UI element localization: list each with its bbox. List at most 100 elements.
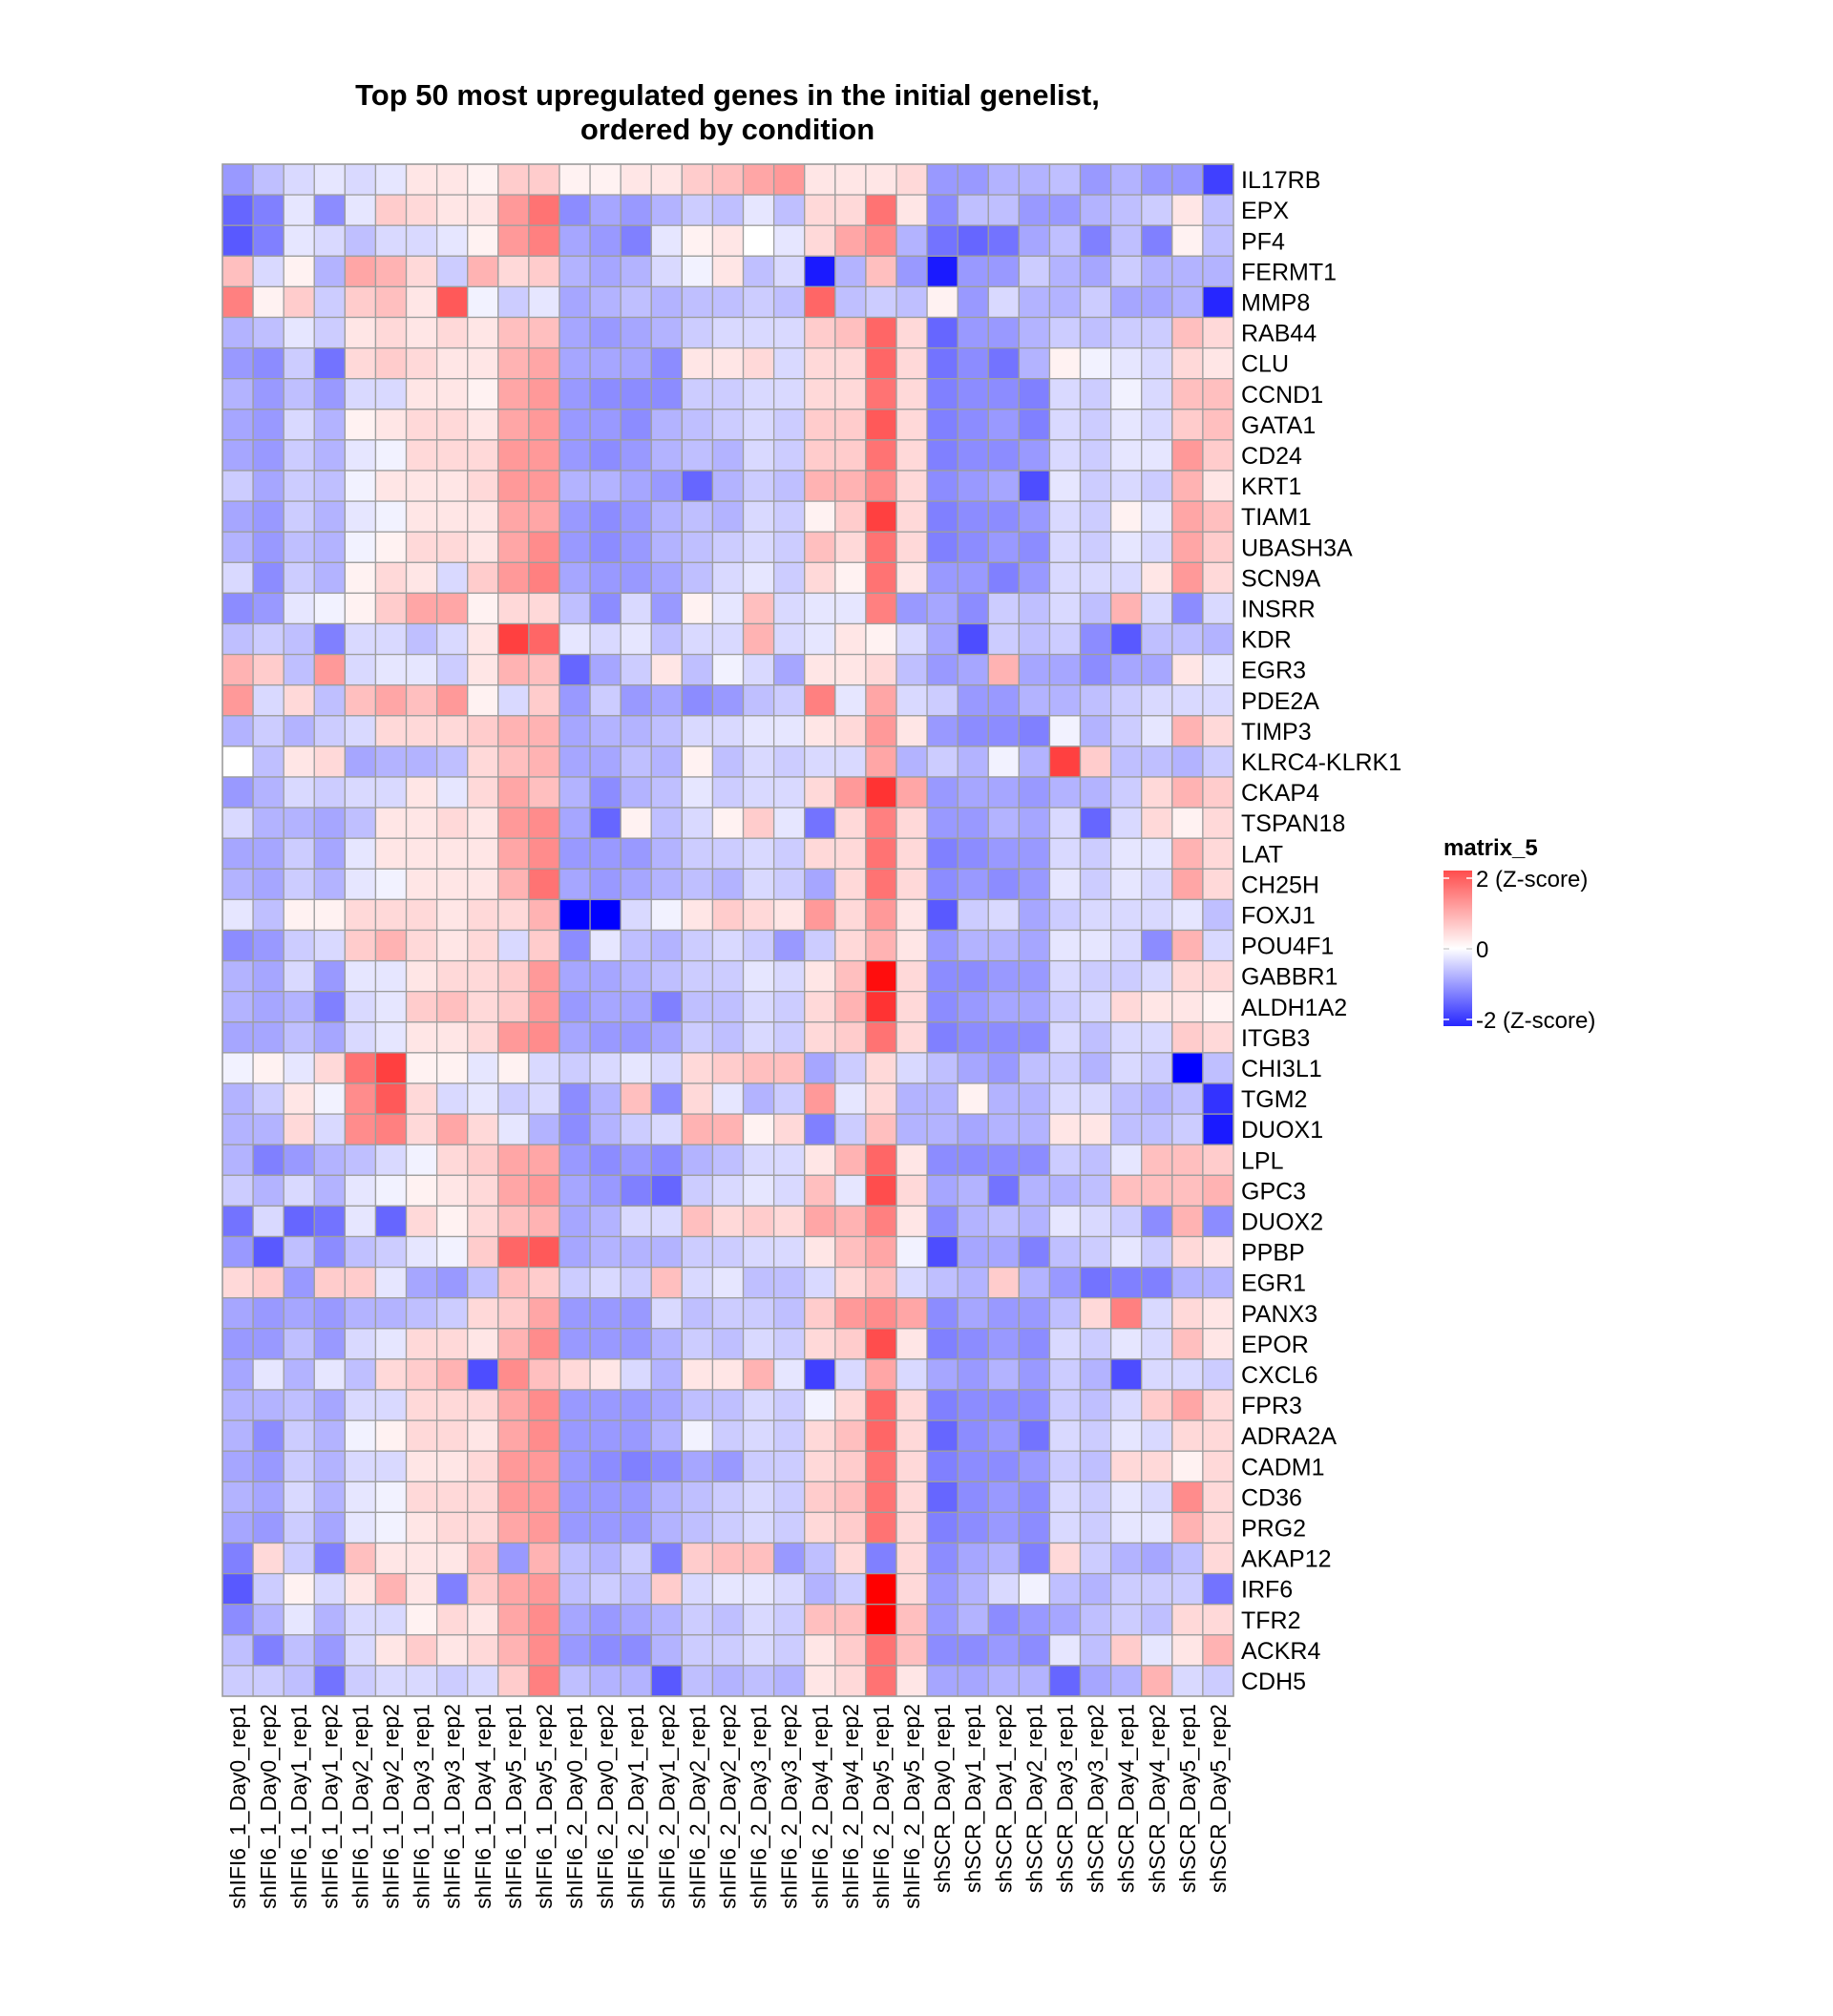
column-label: shSCR_Day3_rep1	[1053, 1704, 1078, 1893]
heatmap-cell	[283, 561, 315, 595]
heatmap-cell	[283, 1389, 315, 1421]
heatmap-cell	[1202, 991, 1234, 1023]
heatmap-cell	[957, 1358, 989, 1391]
heatmap-cell	[772, 1235, 806, 1269]
heatmap-cell	[497, 439, 530, 472]
heatmap-cell	[1018, 531, 1051, 563]
heatmap-cell	[620, 378, 652, 410]
heatmap-cell	[681, 285, 714, 319]
heatmap-cell	[711, 1174, 745, 1208]
heatmap-cell	[681, 1634, 714, 1667]
heatmap-cell	[681, 684, 714, 717]
heatmap-cell	[895, 929, 928, 962]
heatmap-cell	[711, 409, 745, 441]
heatmap-cell	[926, 1052, 959, 1084]
heatmap-cell	[313, 959, 347, 993]
heatmap-cell	[283, 1511, 315, 1544]
heatmap-cell	[1171, 776, 1204, 808]
heatmap-cell	[558, 1572, 591, 1606]
heatmap-cell	[528, 378, 560, 410]
heatmap-cell	[1202, 898, 1234, 932]
heatmap-cell	[1202, 346, 1234, 380]
heatmap-cell	[221, 1266, 254, 1299]
heatmap-cell	[957, 1144, 989, 1176]
heatmap-cell	[283, 959, 315, 993]
heatmap-cell	[865, 1604, 897, 1636]
heatmap-cell	[681, 592, 714, 625]
heatmap-cell	[1202, 715, 1234, 747]
heatmap-cell	[772, 1052, 806, 1084]
color-legend: matrix_5 2 (Z-score) 0 -2 (Z-score)	[1443, 835, 1595, 1034]
heatmap-cell	[772, 531, 806, 563]
heatmap-cell	[1141, 991, 1173, 1023]
heatmap-cell	[1048, 898, 1082, 932]
heatmap-cell	[620, 1205, 652, 1238]
heatmap-cell	[772, 898, 806, 932]
heatmap-cell	[957, 378, 989, 410]
heatmap-cell	[497, 592, 530, 625]
heatmap-cell	[834, 1328, 867, 1360]
heatmap-cell	[620, 776, 652, 808]
heatmap-cell	[313, 163, 347, 196]
heatmap-cell	[283, 285, 315, 319]
heatmap-cell	[344, 776, 377, 808]
row-label: TSPAN18	[1241, 810, 1345, 837]
heatmap-cell	[405, 409, 438, 441]
heatmap-cell	[895, 1358, 928, 1391]
heatmap-cell	[1109, 1205, 1143, 1238]
heatmap-cell	[650, 746, 684, 778]
heatmap-cell	[834, 409, 867, 441]
heatmap-cell	[895, 715, 928, 747]
heatmap-cell	[252, 1665, 284, 1697]
heatmap-cell	[1109, 1634, 1143, 1667]
heatmap-cell	[344, 868, 377, 901]
heatmap-cell	[711, 1328, 745, 1360]
heatmap-cell	[528, 1665, 560, 1697]
column-label: shIFI6_1_Day2_rep2	[379, 1704, 404, 1909]
heatmap-cell	[467, 1389, 499, 1421]
heatmap-cell	[681, 622, 714, 656]
heatmap-cell	[313, 592, 347, 625]
heatmap-cell	[895, 684, 928, 717]
row-label: CKAP4	[1241, 780, 1319, 807]
heatmap-cell	[558, 1174, 591, 1208]
column-label: shSCR_Day4_rep2	[1145, 1704, 1169, 1893]
heatmap-cell	[1109, 898, 1143, 932]
column-label: shIFI6_2_Day4_rep1	[808, 1704, 832, 1909]
heatmap-cell	[344, 684, 377, 717]
heatmap-cell	[895, 1572, 928, 1606]
heatmap-cell	[1048, 1021, 1082, 1054]
heatmap-cell	[711, 1572, 745, 1606]
heatmap-cell	[497, 470, 530, 502]
heatmap-cell	[528, 837, 560, 870]
heatmap-cell	[405, 1542, 438, 1575]
heatmap-cell	[987, 1297, 1021, 1330]
heatmap-cell	[681, 1082, 714, 1115]
heatmap-cell	[1171, 959, 1204, 993]
heatmap-cell	[804, 255, 836, 288]
heatmap-cell	[681, 959, 714, 993]
heatmap-cell	[1048, 715, 1082, 747]
heatmap-cell	[1079, 1052, 1112, 1084]
heatmap-cell	[252, 1144, 284, 1176]
column-label: shIFI6_2_Day1_rep2	[654, 1704, 679, 1909]
heatmap-cell	[1109, 1174, 1143, 1208]
heatmap-cell	[374, 622, 408, 656]
heatmap-cell	[589, 1205, 622, 1238]
heatmap-cell	[1171, 1113, 1204, 1145]
heatmap-cell	[405, 991, 438, 1023]
heatmap-cell	[221, 1604, 254, 1636]
heatmap-cell	[1109, 1113, 1143, 1145]
heatmap-cell	[711, 1480, 745, 1514]
row-label: CD36	[1241, 1484, 1302, 1511]
heatmap-cell	[987, 1174, 1021, 1208]
heatmap-cell	[221, 378, 254, 410]
heatmap-cell	[405, 959, 438, 993]
heatmap-cell	[742, 746, 775, 778]
heatmap-cell	[711, 1052, 745, 1084]
heatmap-cell	[252, 807, 284, 839]
heatmap-cell	[1048, 991, 1082, 1023]
heatmap-cell	[1018, 959, 1051, 993]
heatmap-cell	[650, 1052, 684, 1084]
heatmap-cell	[435, 194, 469, 226]
